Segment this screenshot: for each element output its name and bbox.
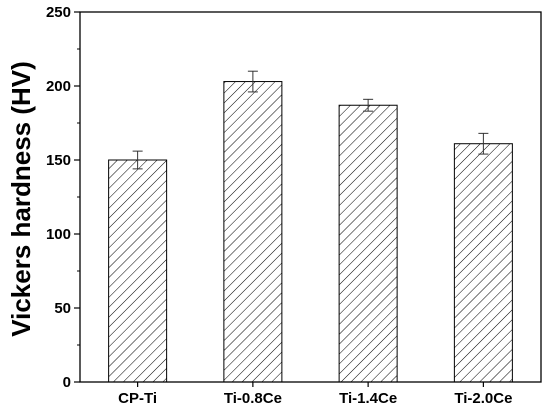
x-tick-label: Ti-0.8Ce	[224, 390, 282, 407]
y-tick-label: 100	[46, 226, 71, 243]
y-tick-label: 250	[46, 4, 71, 21]
y-tick-label: 50	[54, 300, 71, 317]
y-tick-label: 200	[46, 78, 71, 95]
bar-cp-ti	[108, 159, 168, 383]
x-tick-label: Ti-1.4Ce	[339, 390, 397, 407]
error-bars-layer	[132, 70, 489, 170]
plot-frame	[79, 11, 542, 383]
x-tick-label: CP-Ti	[118, 390, 157, 407]
bar-ti-1.4ce	[338, 104, 398, 383]
bar-ti-0.8ce	[223, 81, 283, 383]
y-tick-label: 150	[46, 152, 71, 169]
y-axis-title: Vickers hardness (HV)	[6, 61, 36, 337]
bar-ti-2.0ce	[453, 143, 513, 383]
bars-layer	[108, 81, 513, 383]
y-tick-label: 0	[63, 374, 71, 391]
axes-layer: CP-Ti Ti-0.8Ce Ti-1.4Ce Ti-2.0Ce 0 50 100 150 20…	[46, 4, 542, 407]
x-tick-label: Ti-2.0Ce	[454, 390, 512, 407]
